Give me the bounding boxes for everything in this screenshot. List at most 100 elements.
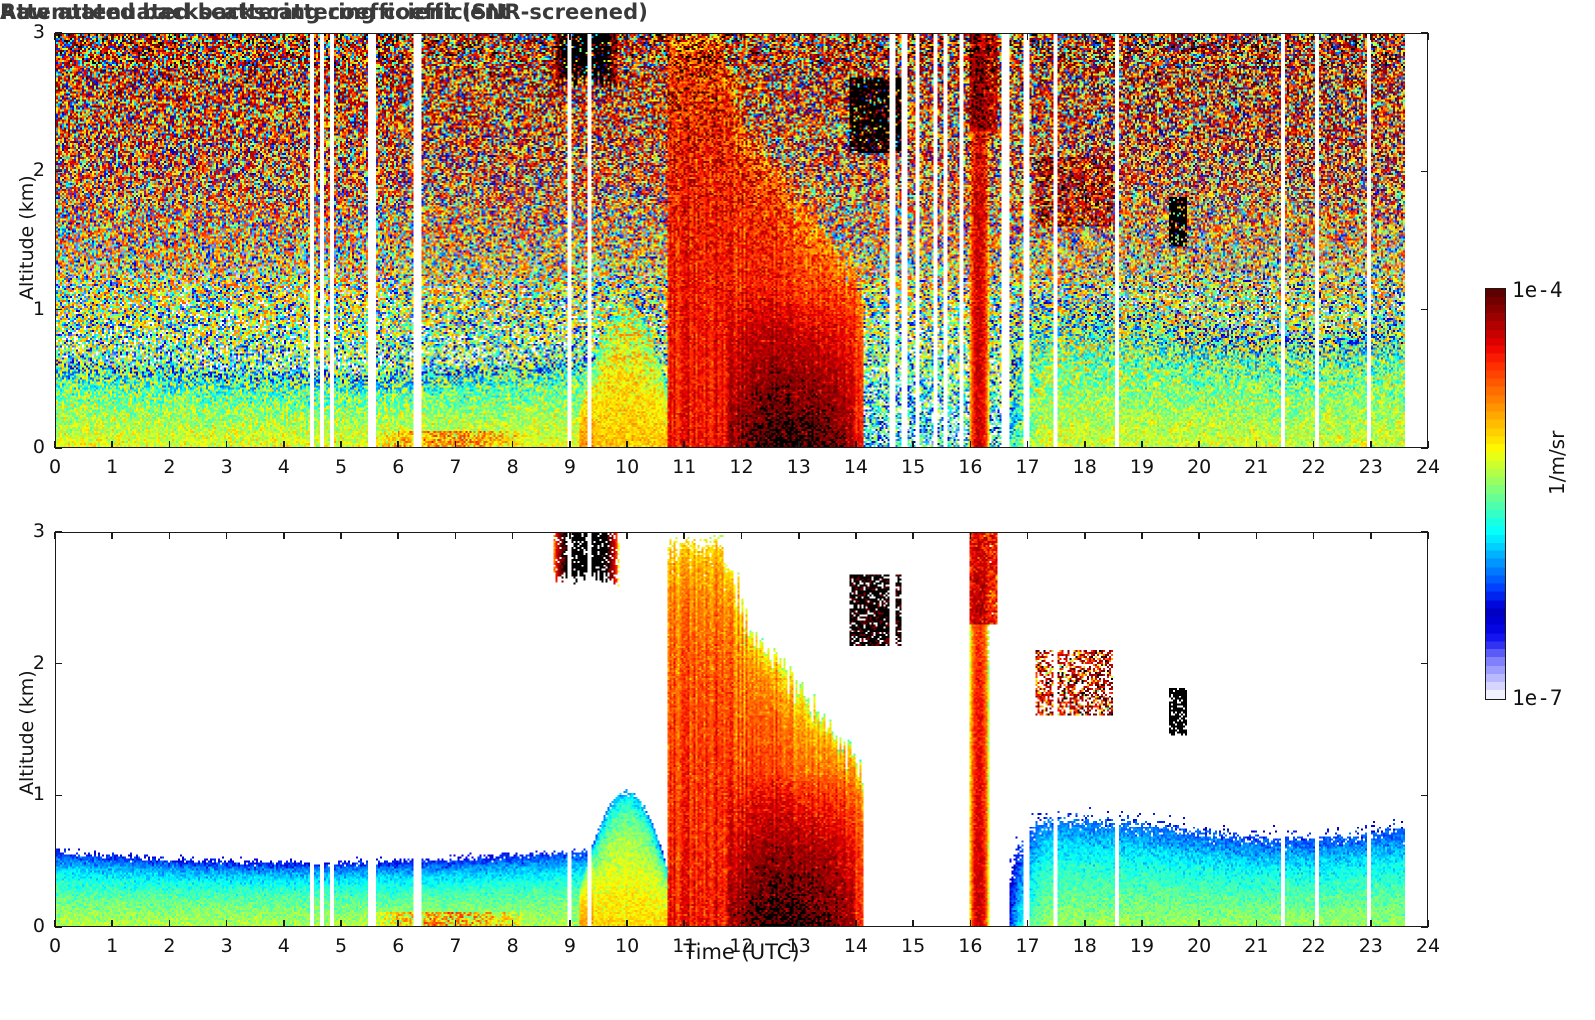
x-tick-mark-top bbox=[1083, 532, 1086, 539]
x-tick-mark-top bbox=[225, 532, 228, 539]
x-tick-label: 4 bbox=[277, 935, 290, 957]
x-tick-label: 17 bbox=[1015, 456, 1040, 478]
y-tick-mark bbox=[1421, 531, 1428, 533]
x-tick-label: 5 bbox=[334, 456, 348, 478]
x-tick-label: 14 bbox=[843, 935, 868, 957]
x-tick-mark-top bbox=[1026, 33, 1029, 40]
y-tick-mark bbox=[55, 794, 62, 797]
x-tick-mark bbox=[855, 920, 857, 927]
x-tick-mark-top bbox=[1427, 33, 1429, 40]
x-tick-mark bbox=[283, 441, 285, 448]
x-tick-mark-top bbox=[54, 33, 56, 40]
x-tick-mark bbox=[1427, 920, 1429, 927]
x-tick-mark-top bbox=[1427, 532, 1429, 539]
x-tick-label: 10 bbox=[614, 935, 640, 957]
x-tick-mark bbox=[397, 441, 400, 448]
y-tick-mark bbox=[55, 32, 62, 34]
x-tick-label: 15 bbox=[901, 935, 926, 957]
colorbar-label: 1/m/sr bbox=[1545, 430, 1569, 495]
x-tick-mark-top bbox=[626, 532, 628, 539]
x-tick-mark-top bbox=[1369, 532, 1372, 539]
x-tick-mark-top bbox=[740, 532, 743, 539]
y-tick-mark bbox=[55, 170, 62, 173]
y-tick-mark bbox=[55, 447, 62, 449]
x-tick-label: 14 bbox=[843, 456, 868, 478]
x-tick-mark bbox=[1427, 441, 1429, 448]
x-tick-label: 8 bbox=[506, 935, 519, 957]
y-axis-label-raw: Altitude (km) bbox=[16, 175, 38, 300]
x-tick-mark-top bbox=[111, 532, 113, 539]
x-tick-label: 13 bbox=[786, 456, 811, 478]
x-tick-label: 11 bbox=[672, 456, 697, 478]
x-tick-mark bbox=[111, 441, 113, 448]
x-tick-label: 18 bbox=[1072, 935, 1097, 957]
x-tick-label: 17 bbox=[1015, 935, 1040, 957]
x-tick-label: 6 bbox=[392, 456, 405, 478]
x-tick-label: 10 bbox=[614, 456, 640, 478]
x-tick-label: 20 bbox=[1187, 935, 1212, 957]
heatmap-screened-canvas bbox=[56, 533, 1427, 926]
x-tick-mark bbox=[1312, 920, 1315, 927]
x-tick-mark bbox=[569, 441, 571, 448]
x-tick-mark bbox=[626, 920, 628, 927]
x-tick-label: 19 bbox=[1129, 935, 1155, 957]
x-tick-mark bbox=[225, 920, 228, 927]
x-tick-mark bbox=[111, 920, 113, 927]
x-tick-label: 16 bbox=[958, 456, 983, 478]
plot-screened-backscatter bbox=[55, 532, 1428, 927]
y-tick-label: 3 bbox=[32, 520, 45, 542]
x-tick-mark bbox=[54, 441, 56, 448]
x-tick-mark bbox=[1083, 920, 1086, 927]
x-tick-mark bbox=[511, 441, 514, 448]
y-axis-label-screened: Altitude (km) bbox=[16, 670, 38, 795]
y-tick-mark bbox=[1421, 662, 1428, 665]
x-tick-label: 22 bbox=[1301, 935, 1326, 957]
x-tick-mark-top bbox=[54, 532, 56, 539]
x-tick-label: 9 bbox=[563, 456, 576, 478]
x-tick-mark bbox=[511, 920, 514, 927]
x-tick-label: 3 bbox=[220, 456, 233, 478]
x-tick-mark-top bbox=[1141, 33, 1143, 40]
x-tick-mark bbox=[969, 441, 972, 448]
x-tick-label: 5 bbox=[334, 935, 348, 957]
x-tick-mark-top bbox=[1255, 532, 1258, 539]
x-tick-mark bbox=[740, 920, 743, 927]
y-tick-mark bbox=[1421, 447, 1428, 449]
y-tick-mark bbox=[1421, 794, 1428, 797]
y-tick-mark bbox=[55, 531, 62, 533]
x-tick-mark bbox=[912, 920, 914, 927]
x-tick-label: 12 bbox=[729, 935, 754, 957]
x-tick-mark bbox=[454, 920, 457, 927]
y-tick-mark bbox=[1421, 32, 1428, 34]
colorbar bbox=[1485, 288, 1506, 700]
x-tick-label: 24 bbox=[1415, 456, 1441, 478]
x-tick-label: 2 bbox=[163, 456, 176, 478]
y-tick-label: 3 bbox=[32, 21, 45, 43]
x-tick-mark bbox=[1198, 441, 1200, 448]
x-tick-mark-top bbox=[1312, 33, 1315, 40]
x-tick-label: 18 bbox=[1072, 456, 1097, 478]
y-tick-label: 0 bbox=[32, 436, 45, 458]
x-tick-mark-top bbox=[397, 33, 400, 40]
x-tick-label: 20 bbox=[1187, 456, 1212, 478]
x-tick-label: 22 bbox=[1301, 456, 1326, 478]
x-tick-mark-top bbox=[340, 33, 342, 40]
x-tick-mark bbox=[1141, 920, 1143, 927]
x-tick-label: 23 bbox=[1358, 456, 1383, 478]
x-tick-mark-top bbox=[1369, 33, 1372, 40]
x-tick-mark bbox=[912, 441, 914, 448]
x-tick-label: 21 bbox=[1244, 935, 1269, 957]
x-tick-label: 16 bbox=[958, 935, 983, 957]
x-tick-mark bbox=[340, 441, 342, 448]
x-tick-mark-top bbox=[454, 532, 457, 539]
x-tick-mark bbox=[1312, 441, 1315, 448]
x-tick-mark bbox=[626, 441, 628, 448]
x-tick-mark bbox=[683, 441, 686, 448]
x-tick-mark bbox=[1083, 441, 1086, 448]
x-tick-mark-top bbox=[969, 33, 972, 40]
x-tick-label: 23 bbox=[1358, 935, 1383, 957]
x-tick-mark-top bbox=[740, 33, 743, 40]
x-tick-mark bbox=[969, 920, 972, 927]
x-tick-mark bbox=[1369, 441, 1372, 448]
x-tick-mark-top bbox=[397, 532, 400, 539]
